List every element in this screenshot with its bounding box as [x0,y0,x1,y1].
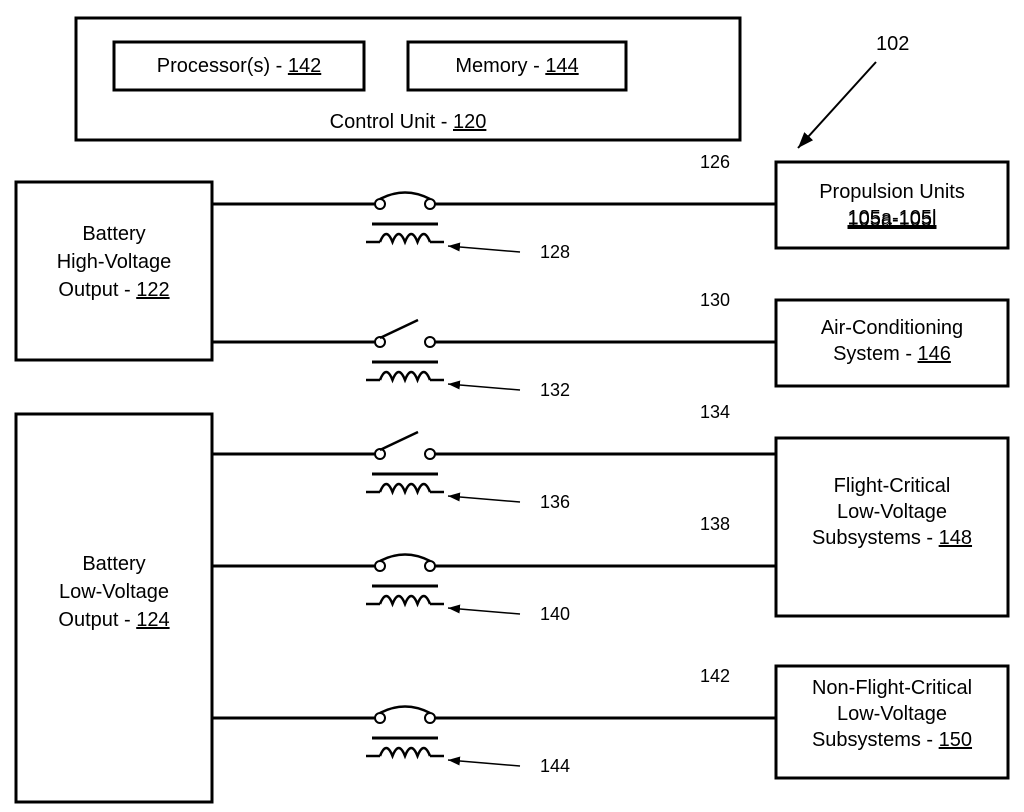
control-unit-label: Control Unit - 120 [330,111,487,133]
ref-number: 128 [540,242,570,262]
switch-terminal [425,449,435,459]
right-box-label: Subsystems - 148 [812,527,972,549]
switch-terminal [375,337,385,347]
switch-terminal [375,713,385,723]
right-box-label: Low-Voltage [837,501,947,523]
right-box-label: System - 146 [833,343,951,365]
ref-number: 130 [700,290,730,310]
right-box-label: Air-Conditioning [821,317,963,339]
right-box-ref: 105a-105l [848,209,937,231]
ref-number: 144 [540,756,570,776]
switch-terminal [375,199,385,209]
switch-terminal [425,199,435,209]
right-box-label: Propulsion Units [819,181,965,203]
right-box-label: Non-Flight-Critical [812,677,972,699]
ref-number: 136 [540,492,570,512]
ref-number: 132 [540,380,570,400]
ref-number: 140 [540,604,570,624]
left-box-label: Output - 122 [58,279,169,301]
ref-number: 134 [700,402,730,422]
right-box-label: Low-Voltage [837,703,947,725]
switch-terminal [375,449,385,459]
right-box-label: Subsystems - 150 [812,729,972,751]
control-inner-label: Processor(s) - 142 [157,55,322,77]
left-box-label: Output - 124 [58,609,169,631]
left-box-label: Low-Voltage [59,581,169,603]
control-inner-label: Memory - 144 [455,55,578,77]
ref-number: 126 [700,152,730,172]
main-ref: 102 [876,33,909,55]
switch-terminal [425,337,435,347]
switch-terminal [375,561,385,571]
left-box-label: High-Voltage [57,251,172,273]
ref-number: 138 [700,514,730,534]
right-box-label: Flight-Critical [834,475,951,497]
switch-terminal [425,713,435,723]
ref-number: 142 [700,666,730,686]
switch-terminal [425,561,435,571]
left-box-label: Battery [82,553,145,575]
left-box-label: Battery [82,223,145,245]
